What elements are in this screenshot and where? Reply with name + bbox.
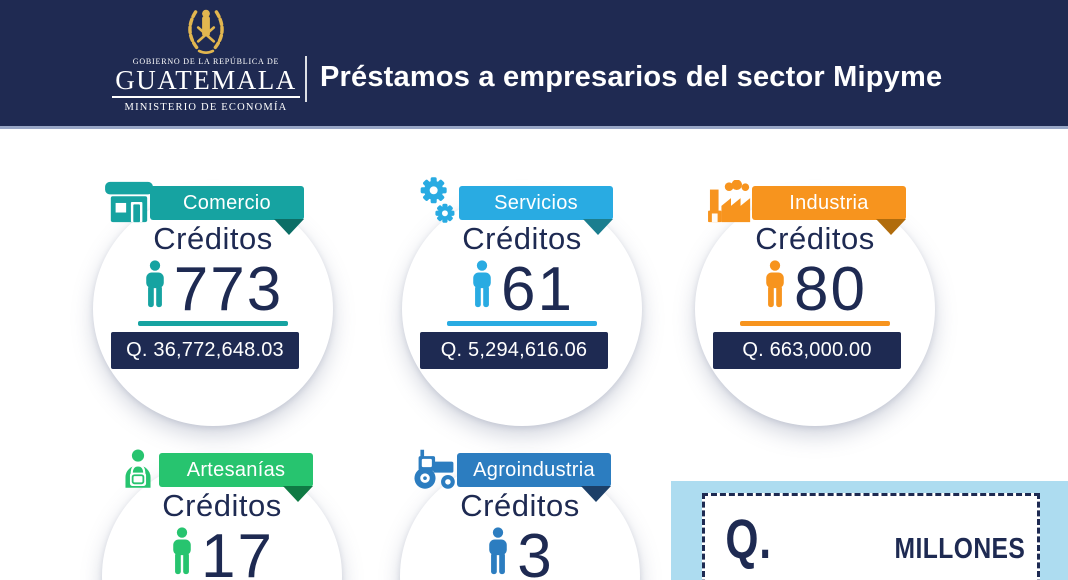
- total-dashed-box: Q. 43.26 MILLONES: [702, 493, 1040, 580]
- creditos-label: Créditos: [462, 221, 582, 256]
- person-icon: [470, 260, 494, 308]
- card-industria: Industria Créditos 80 Q. 663,000.00: [690, 155, 940, 580]
- amount-box: Q. 36,772,648.03: [111, 332, 299, 369]
- total-row: Q. 43.26 MILLONES: [705, 506, 1037, 580]
- creditos-label: Créditos: [755, 221, 875, 256]
- sector-banner: Comercio: [150, 186, 304, 220]
- artisan-icon: [111, 444, 165, 494]
- header-bar: GOBIERNO DE LA REPÚBLICA DE GUATEMALA MI…: [0, 0, 1068, 129]
- amount-box: Q. 663,000.00: [713, 332, 901, 369]
- person-icon: [486, 527, 510, 575]
- guatemala-coat-of-arms-icon: [188, 9, 224, 54]
- banner-fold: [283, 486, 313, 502]
- credit-count: 773: [173, 255, 284, 324]
- card-agroindustria: Agroindustria Créditos 3: [395, 422, 645, 580]
- total-unit: MILLONES: [894, 533, 1026, 565]
- credit-count: 80: [794, 255, 867, 324]
- credit-count: 61: [501, 255, 574, 324]
- person-icon: [170, 527, 194, 575]
- accent-underline: [138, 321, 288, 326]
- total-amount: Q. 43.26: [725, 507, 835, 580]
- count-row: 773: [88, 259, 338, 321]
- logo-title: GUATEMALA: [112, 66, 300, 98]
- creditos-label: Créditos: [162, 488, 282, 523]
- person-icon: [143, 260, 167, 308]
- factory-icon: [704, 177, 758, 227]
- tractor-icon: [409, 444, 463, 494]
- sector-label: Comercio: [183, 191, 271, 214]
- card-comercio: Comercio Créditos 773 Q. 36,772,648.03: [88, 155, 338, 580]
- credit-count: 3: [517, 522, 554, 580]
- sector-label: Servicios: [494, 191, 578, 214]
- sector-banner: Agroindustria: [457, 453, 611, 487]
- card-servicios: Servicios Créditos 61 Q. 5,294,616.06: [397, 155, 647, 580]
- banner-fold: [583, 219, 613, 235]
- amount-box: Q. 5,294,616.06: [420, 332, 608, 369]
- banner-fold: [876, 219, 906, 235]
- count-row: 3: [395, 526, 645, 580]
- logo-subtitle: MINISTERIO DE ECONOMÍA: [124, 101, 288, 113]
- creditos-label: Créditos: [153, 221, 273, 256]
- header-separator: [305, 56, 307, 102]
- banner-fold: [274, 219, 304, 235]
- sector-banner: Industria: [752, 186, 906, 220]
- sector-label: Artesanías: [186, 458, 286, 481]
- count-row: 61: [397, 259, 647, 321]
- creditos-label: Créditos: [460, 488, 580, 523]
- sector-label: Agroindustria: [473, 458, 595, 481]
- card-artesanias: Artesanías Créditos 17: [97, 422, 347, 580]
- page-title: Préstamos a empresarios del sector Mipym…: [320, 61, 943, 93]
- person-icon: [763, 260, 787, 308]
- sector-label: Industria: [789, 191, 869, 214]
- government-logo: GOBIERNO DE LA REPÚBLICA DE GUATEMALA MI…: [108, 5, 304, 113]
- sector-banner: Artesanías: [159, 453, 313, 487]
- total-panel: Q. 43.26 MILLONES: [671, 481, 1068, 580]
- banner-fold: [581, 486, 611, 502]
- count-row: 17: [97, 526, 347, 580]
- gears-icon: [411, 177, 465, 227]
- sector-banner: Servicios: [459, 186, 613, 220]
- credit-count: 17: [201, 522, 274, 580]
- storefront-icon: [102, 177, 156, 227]
- count-row: 80: [690, 259, 940, 321]
- accent-underline: [740, 321, 890, 326]
- accent-underline: [447, 321, 597, 326]
- logo-pretitle: GOBIERNO DE LA REPÚBLICA DE: [132, 57, 280, 66]
